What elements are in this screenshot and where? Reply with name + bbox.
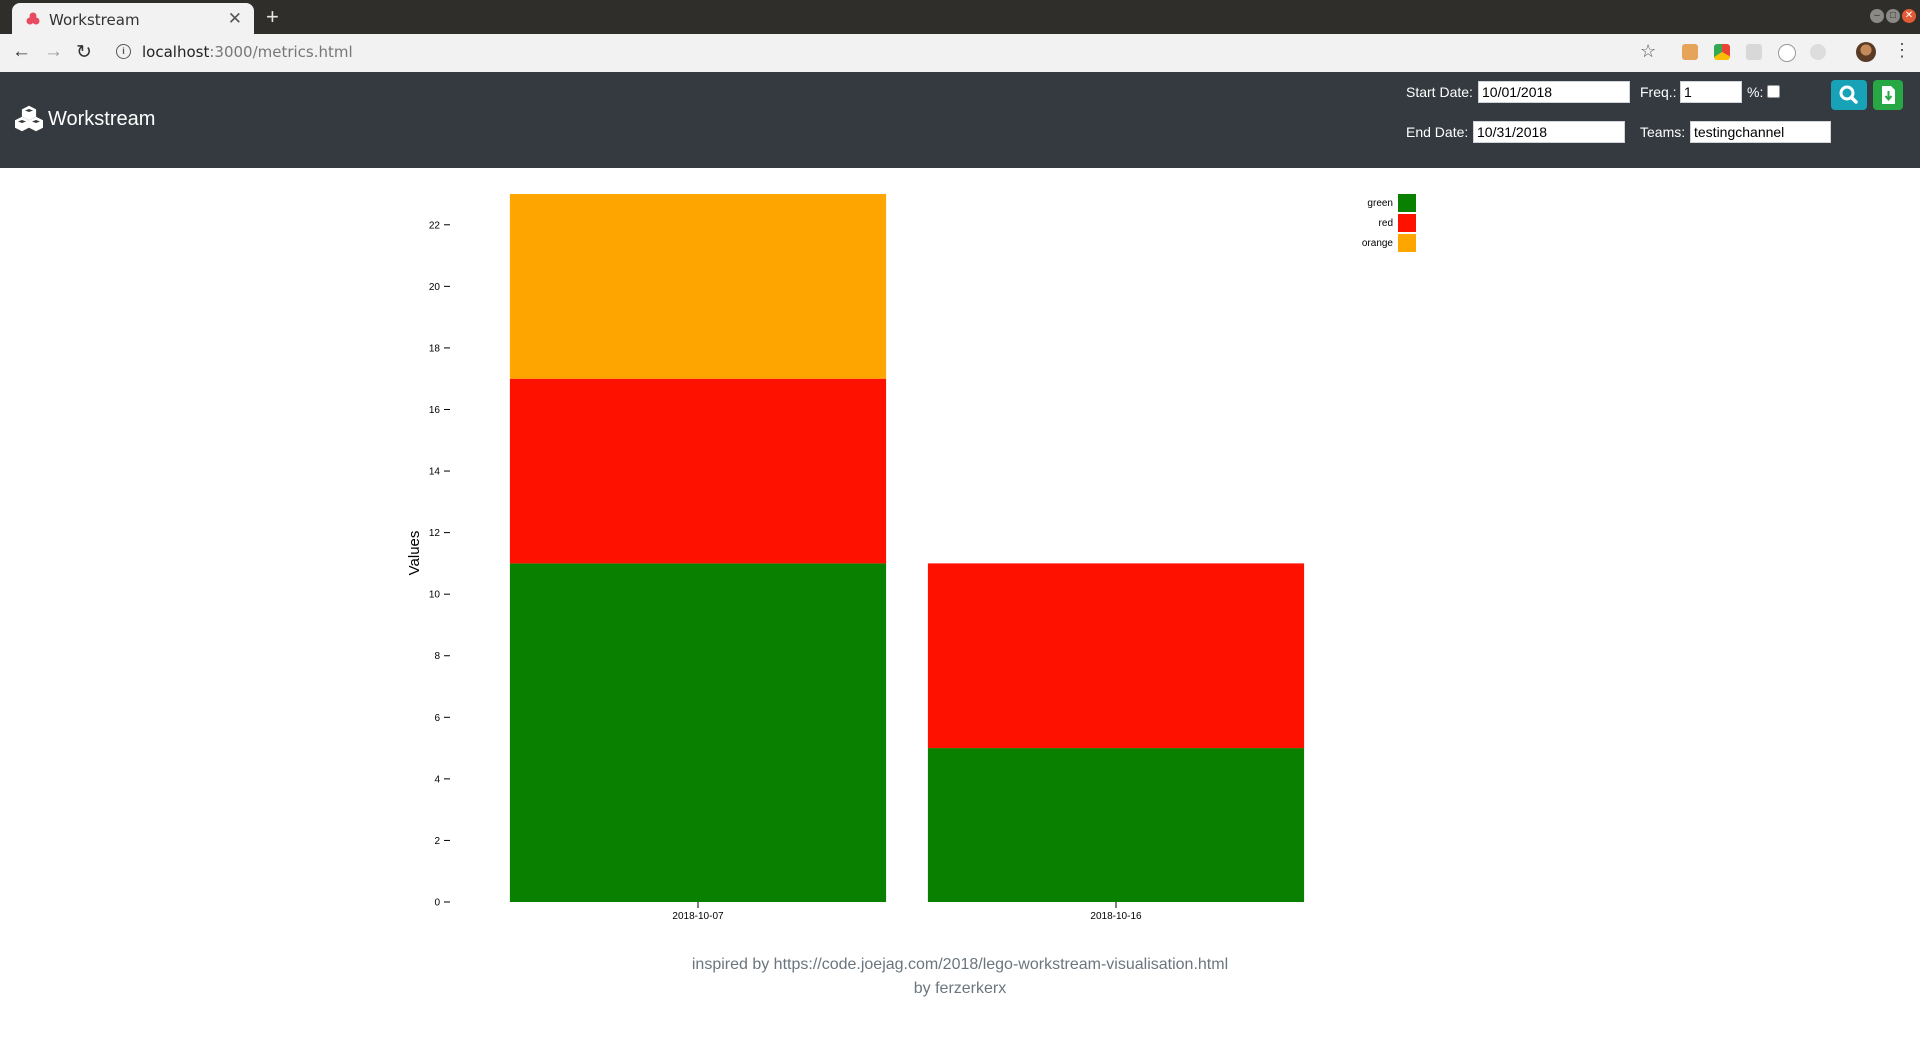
y-tick-label: 12: [429, 528, 441, 539]
x-tick-label: 2018-10-16: [1090, 911, 1142, 922]
start-date-label: Start Date:: [1406, 84, 1473, 100]
percent-checkbox[interactable]: [1767, 85, 1780, 98]
freq-label: Freq.:: [1640, 84, 1677, 100]
y-tick-label: 0: [434, 898, 440, 909]
legend-swatch-orange: [1398, 234, 1416, 252]
bar-segment-red: [927, 563, 1305, 749]
percent-label: %:: [1747, 84, 1764, 100]
x-tick-label: 2018-10-07: [672, 911, 724, 922]
y-tick-label: 18: [429, 343, 441, 354]
footer: inspired by https://code.joejag.com/2018…: [0, 953, 1920, 1001]
avatar[interactable]: [1856, 42, 1876, 62]
footer-credit-link[interactable]: inspired by https://code.joejag.com/2018…: [691, 956, 1229, 973]
y-axis-label: Values: [406, 531, 423, 576]
start-date-input[interactable]: [1478, 81, 1630, 103]
url-path: :3000/metrics.html: [209, 43, 353, 61]
bar-segment-green: [509, 563, 887, 902]
extension-icon[interactable]: [1746, 44, 1762, 60]
back-icon[interactable]: ←: [12, 41, 31, 62]
chrome-extension-icon[interactable]: [1714, 44, 1730, 60]
y-tick-label: 20: [429, 282, 441, 293]
brand-title[interactable]: Workstream: [48, 108, 156, 130]
browser-tab[interactable]: Workstream ✕: [12, 3, 254, 34]
extension-icon[interactable]: [1810, 44, 1826, 60]
bar-segment-orange: [509, 194, 887, 379]
teams-label: Teams:: [1640, 124, 1686, 140]
teams-input[interactable]: [1690, 121, 1831, 143]
y-tick-label: 22: [429, 220, 441, 231]
y-tick-label: 2: [434, 836, 440, 847]
y-tick-label: 10: [429, 590, 441, 601]
legend-label: red: [1379, 218, 1393, 229]
file-download-icon: [1882, 86, 1895, 104]
address-bar: ← → ↻ i localhost:3000/metrics.html ☆ ⋮: [0, 34, 1920, 73]
y-tick-label: 6: [434, 713, 440, 724]
bar-segment-red: [509, 378, 887, 564]
reload-icon[interactable]: ↻: [76, 42, 92, 63]
bookmark-star-icon[interactable]: ☆: [1640, 41, 1657, 61]
stacked-bar-chart: 0 2 4 6 8 10 12 14 16 18 20 22 Values 2018-10-07 2018-…: [406, 194, 1416, 922]
tab-title: Workstream: [49, 11, 140, 29]
footer-author: by ferzerkerx: [913, 980, 1007, 997]
y-tick-label: 14: [429, 467, 441, 478]
legend-swatch-green: [1398, 194, 1416, 212]
bar-segment-green: [927, 748, 1305, 902]
browser-menu-icon[interactable]: ⋮: [1893, 40, 1911, 60]
browser-tab-bar: Workstream ✕ + – □ ✕: [0, 0, 1920, 34]
app-header: Workstream: [0, 72, 1920, 168]
minimize-icon[interactable]: –: [1870, 9, 1884, 23]
download-button[interactable]: [1873, 80, 1903, 110]
legend-label: green: [1367, 198, 1393, 209]
end-date-input[interactable]: [1473, 121, 1625, 143]
legend-swatch-red: [1398, 214, 1416, 232]
forward-icon[interactable]: →: [44, 41, 63, 62]
legend-label: orange: [1362, 238, 1394, 249]
site-info-icon[interactable]: i: [116, 44, 131, 59]
search-button[interactable]: [1831, 80, 1867, 110]
y-tick-label: 4: [434, 774, 440, 785]
freq-input[interactable]: [1680, 81, 1742, 103]
end-date-label: End Date:: [1406, 124, 1469, 140]
window-close-icon[interactable]: ✕: [1902, 9, 1916, 23]
y-tick-label: 16: [429, 405, 441, 416]
maximize-icon[interactable]: □: [1886, 9, 1900, 23]
url-field[interactable]: localhost:3000/metrics.html: [142, 43, 353, 61]
search-icon: [1839, 85, 1858, 104]
cubes-icon: [15, 105, 43, 132]
extension-icon[interactable]: [1778, 44, 1796, 62]
extension-icon[interactable]: [1682, 44, 1698, 60]
y-tick-label: 8: [434, 651, 440, 662]
new-tab-icon[interactable]: +: [266, 4, 279, 29]
url-host: localhost: [142, 43, 210, 61]
tab-close-icon[interactable]: ✕: [227, 9, 242, 28]
workstream-favicon-icon: [26, 12, 40, 25]
